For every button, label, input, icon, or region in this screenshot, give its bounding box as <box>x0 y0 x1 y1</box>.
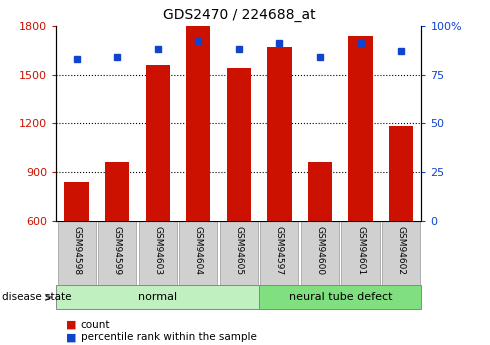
Text: GSM94600: GSM94600 <box>316 226 324 275</box>
Bar <box>267 47 292 221</box>
Bar <box>301 221 339 285</box>
Bar <box>342 221 380 285</box>
Bar <box>56 285 259 309</box>
Text: ■: ■ <box>66 333 76 342</box>
Text: GSM94601: GSM94601 <box>356 226 365 275</box>
Bar <box>382 221 420 285</box>
Bar <box>220 221 258 285</box>
Bar <box>227 68 251 221</box>
Text: GSM94604: GSM94604 <box>194 226 203 275</box>
Bar <box>186 26 211 221</box>
Bar <box>260 221 298 285</box>
Text: count: count <box>81 320 110 330</box>
Bar <box>139 221 177 285</box>
Text: GSM94597: GSM94597 <box>275 226 284 275</box>
Text: GSM94598: GSM94598 <box>72 226 81 275</box>
Title: GDS2470 / 224688_at: GDS2470 / 224688_at <box>163 8 315 22</box>
Bar <box>98 221 136 285</box>
Bar <box>259 285 421 309</box>
Text: GSM94602: GSM94602 <box>396 226 406 275</box>
Bar <box>146 65 170 221</box>
Bar <box>308 162 332 221</box>
Bar <box>179 221 218 285</box>
Bar <box>348 36 373 221</box>
Text: disease state: disease state <box>2 293 72 302</box>
Text: ■: ■ <box>66 320 76 330</box>
Text: percentile rank within the sample: percentile rank within the sample <box>81 333 257 342</box>
Text: normal: normal <box>138 292 177 302</box>
Text: neural tube defect: neural tube defect <box>289 292 392 302</box>
Bar <box>389 126 413 221</box>
Bar <box>65 182 89 221</box>
Bar <box>57 221 96 285</box>
Text: GSM94599: GSM94599 <box>113 226 122 275</box>
Text: GSM94603: GSM94603 <box>153 226 162 275</box>
Bar <box>105 162 129 221</box>
Text: GSM94605: GSM94605 <box>234 226 244 275</box>
